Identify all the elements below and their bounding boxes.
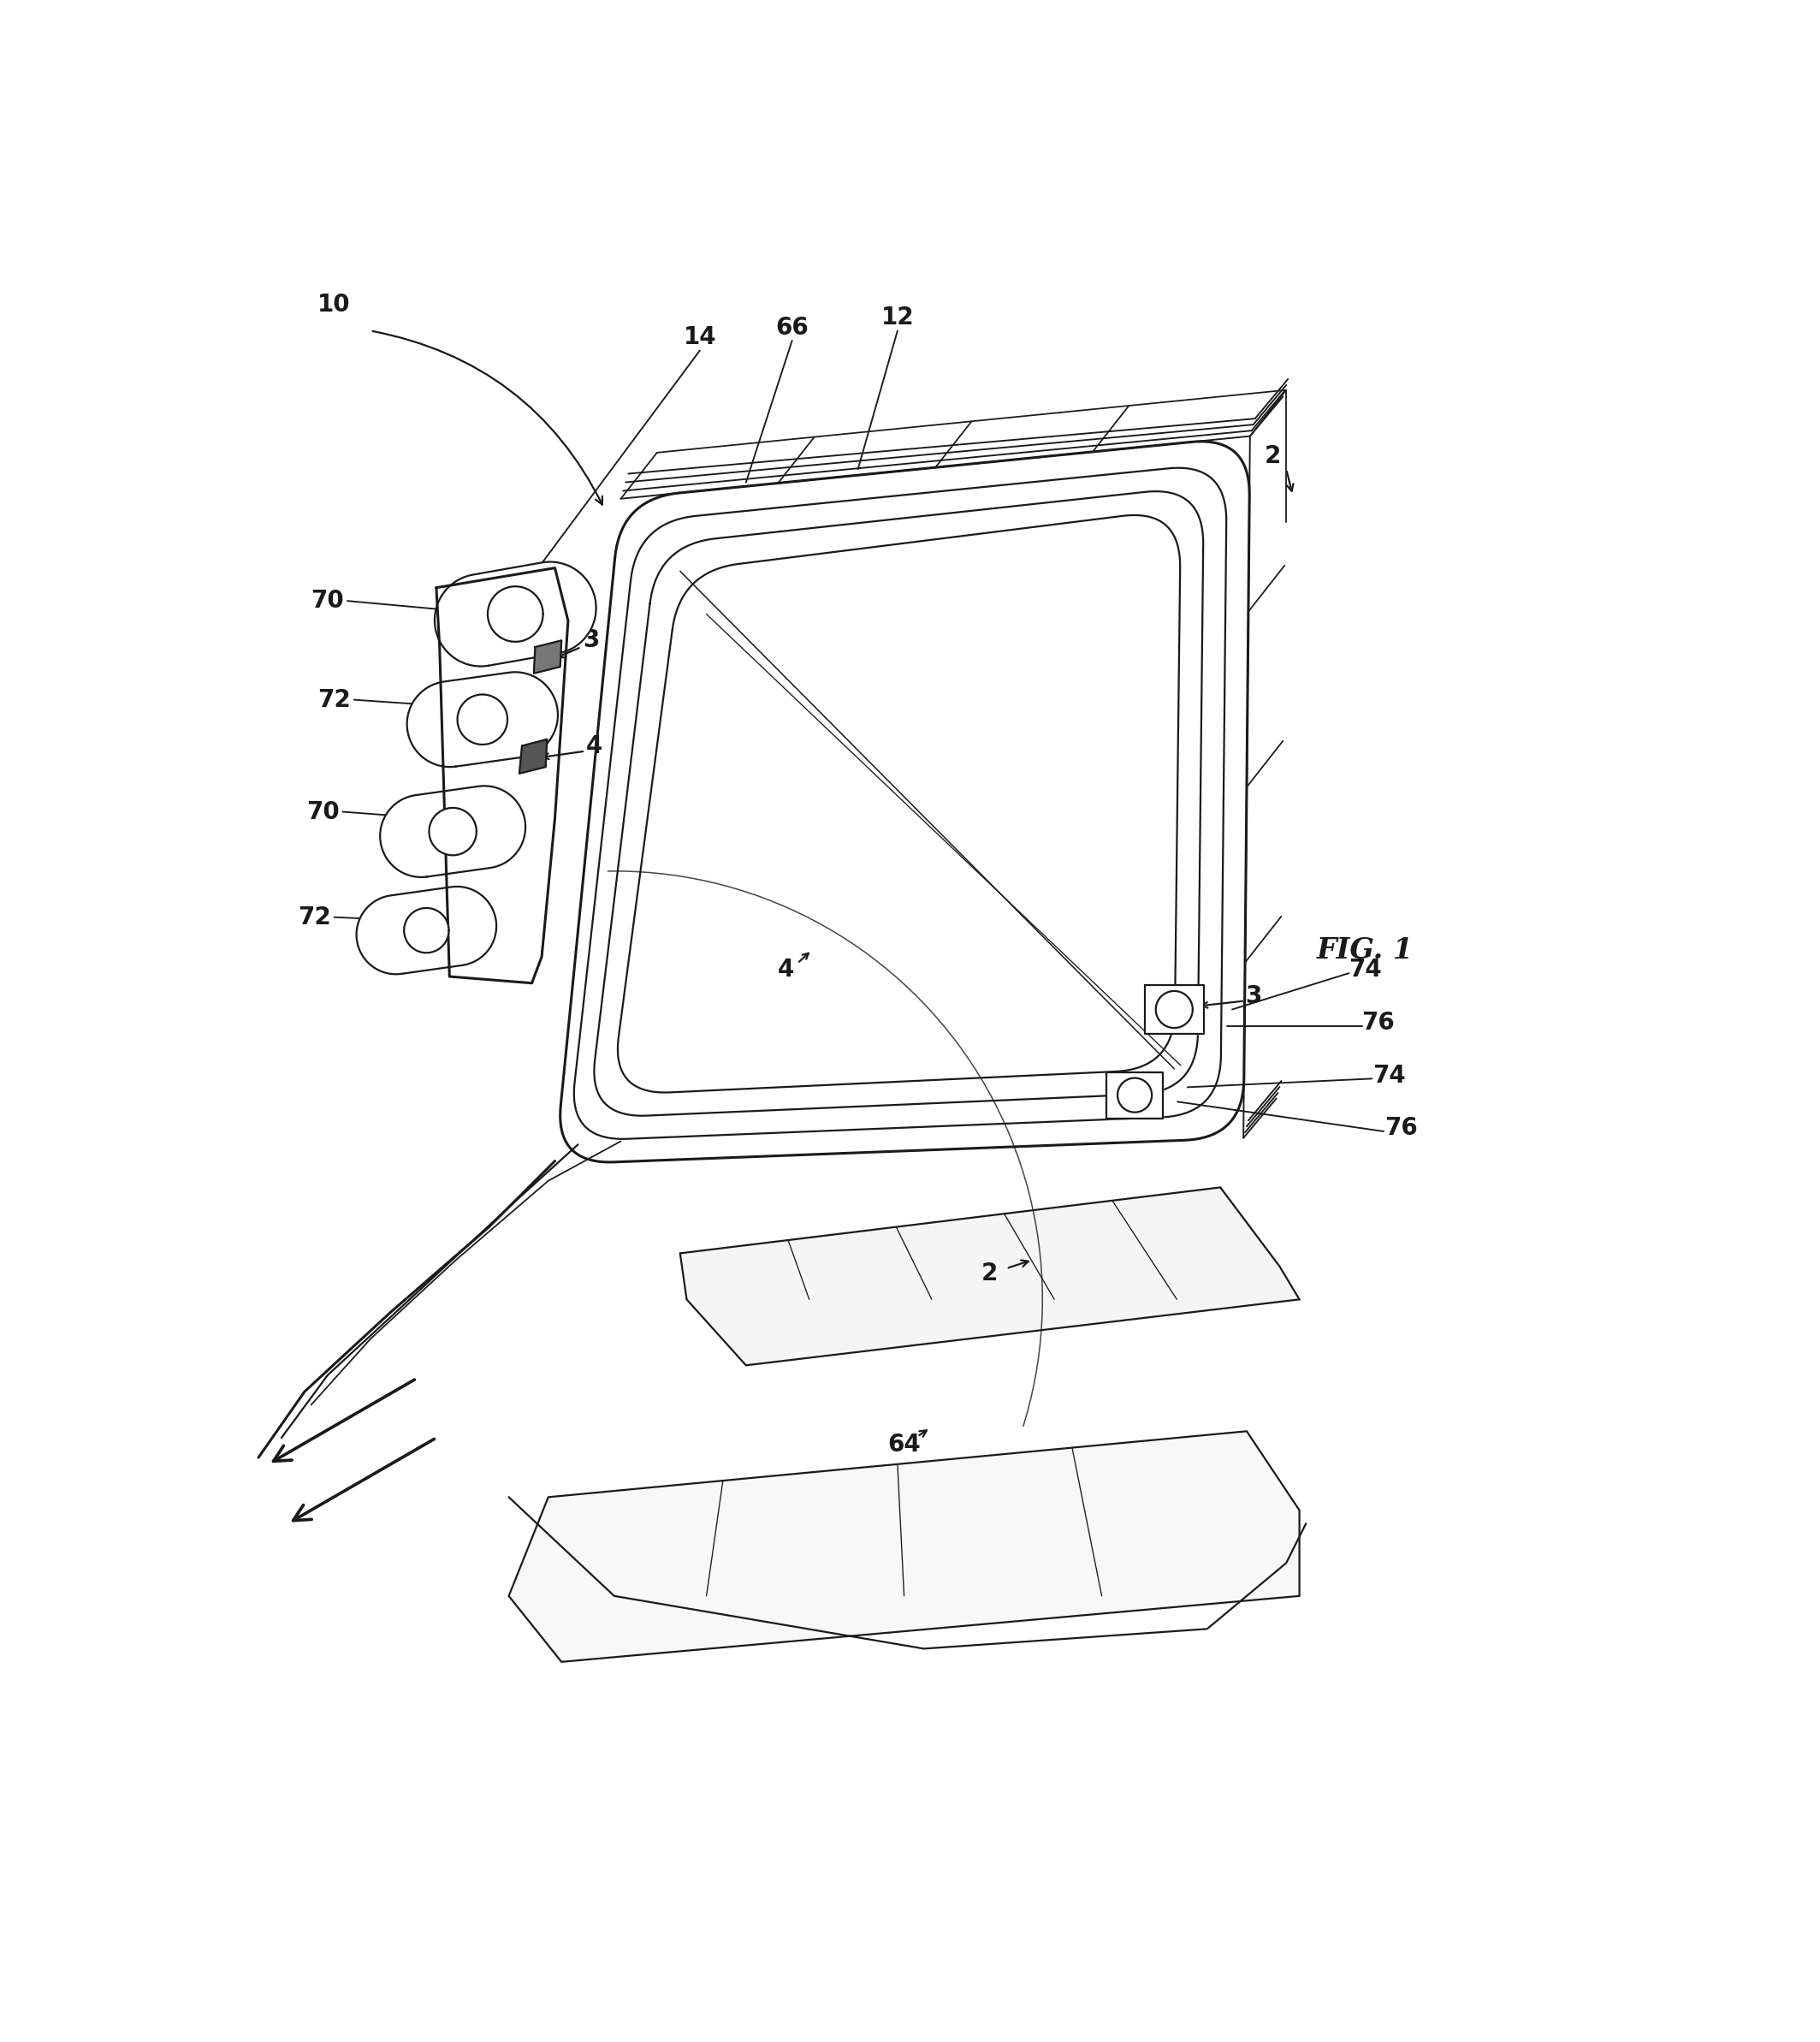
- Text: 3: 3: [582, 629, 599, 651]
- Polygon shape: [1117, 1078, 1152, 1113]
- Polygon shape: [404, 909, 450, 954]
- Polygon shape: [488, 586, 542, 641]
- Text: 70: 70: [306, 800, 340, 823]
- Polygon shape: [519, 739, 548, 774]
- Polygon shape: [430, 809, 477, 856]
- Text: 74: 74: [1349, 958, 1381, 982]
- Text: 12: 12: [881, 306, 914, 329]
- Polygon shape: [533, 641, 562, 674]
- Text: 10: 10: [318, 292, 351, 317]
- Polygon shape: [457, 694, 508, 745]
- Polygon shape: [357, 886, 497, 974]
- Polygon shape: [681, 1186, 1299, 1366]
- Text: 72: 72: [298, 905, 331, 929]
- Text: 66: 66: [775, 314, 808, 339]
- Polygon shape: [380, 786, 526, 878]
- Text: 76: 76: [1385, 1117, 1418, 1139]
- Polygon shape: [437, 568, 568, 982]
- Polygon shape: [435, 562, 597, 666]
- Text: 4: 4: [777, 958, 794, 982]
- Polygon shape: [1156, 990, 1192, 1027]
- Text: 74: 74: [1372, 1064, 1405, 1086]
- Text: 64: 64: [888, 1431, 921, 1456]
- Text: 3: 3: [1245, 984, 1261, 1009]
- Polygon shape: [510, 1431, 1299, 1662]
- Text: 72: 72: [318, 688, 351, 713]
- Text: 2: 2: [981, 1262, 997, 1284]
- Text: 4: 4: [586, 733, 602, 758]
- Text: 14: 14: [682, 325, 717, 349]
- Text: FIG. 1: FIG. 1: [1318, 935, 1414, 964]
- Polygon shape: [1107, 1072, 1163, 1119]
- Polygon shape: [1145, 984, 1203, 1033]
- Text: 2: 2: [1265, 443, 1281, 468]
- Text: 76: 76: [1361, 1011, 1396, 1035]
- Polygon shape: [408, 672, 559, 768]
- Text: 70: 70: [311, 588, 344, 613]
